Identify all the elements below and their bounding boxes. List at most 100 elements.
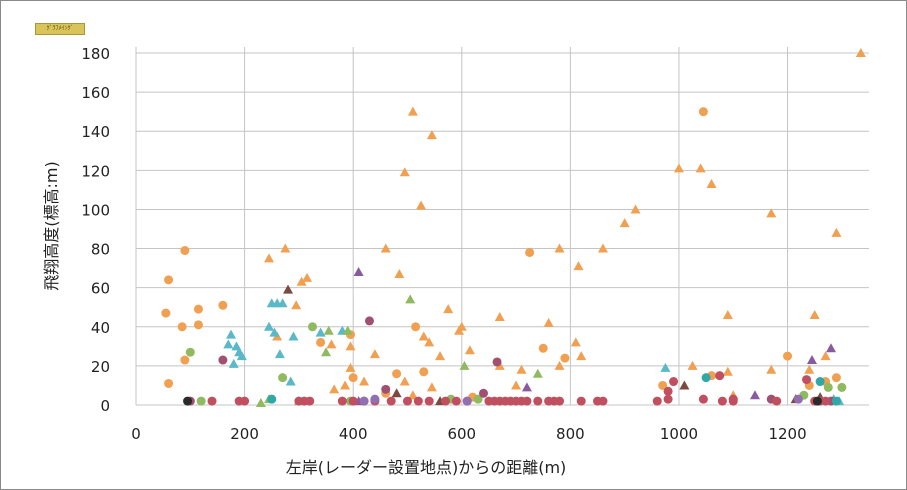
y-tick-label: 80 <box>91 241 110 259</box>
data-point-circle <box>161 308 171 318</box>
data-point-triangle <box>302 272 313 282</box>
y-axis-label: 飛翔高度(標高:m) <box>42 161 61 290</box>
data-point-triangle <box>342 325 353 335</box>
data-point-triangle <box>394 268 405 278</box>
data-point-triangle <box>464 345 475 355</box>
data-point-circle <box>196 396 206 406</box>
data-point-circle <box>533 396 543 406</box>
data-point-triangle <box>435 351 446 361</box>
data-point-triangle <box>554 360 565 370</box>
data-point-triangle <box>359 376 370 386</box>
data-point-triangle <box>687 360 698 370</box>
data-point-circle <box>364 316 374 326</box>
data-point-circle <box>698 107 708 117</box>
x-tick-label: 400 <box>339 425 368 443</box>
data-point-circle <box>316 337 326 347</box>
data-point-circle <box>823 382 833 392</box>
data-point-triangle <box>543 317 554 327</box>
data-point-triangle <box>820 351 831 361</box>
data-point-circle <box>525 247 535 257</box>
data-point-circle <box>658 380 668 390</box>
data-point-circle <box>815 377 825 387</box>
data-point-circle <box>392 369 402 379</box>
y-tick-label: 120 <box>81 162 110 180</box>
data-point-triangle <box>806 355 817 365</box>
data-point-triangle <box>315 327 326 337</box>
data-point-triangle <box>554 243 565 253</box>
data-point-triangle <box>280 243 291 253</box>
data-point-circle <box>359 396 369 406</box>
data-point-circle <box>576 396 586 406</box>
data-point-triangle <box>283 284 294 294</box>
data-point-triangle <box>226 329 237 339</box>
data-point-triangle <box>223 339 234 349</box>
data-point-triangle <box>426 130 437 140</box>
data-point-triangle <box>511 380 522 390</box>
data-point-circle <box>492 357 502 367</box>
data-point-circle <box>478 388 488 398</box>
data-point-triangle <box>619 218 630 228</box>
data-point-triangle <box>673 163 684 173</box>
x-tick-label: 1200 <box>768 425 806 443</box>
data-point-triangle <box>494 312 505 321</box>
data-point-triangle <box>722 310 733 320</box>
data-point-circle <box>793 394 803 404</box>
data-point-triangle <box>804 364 815 374</box>
point-layer <box>161 48 866 408</box>
data-point-circle <box>218 355 228 365</box>
data-point-triangle <box>264 321 275 331</box>
data-point-triangle <box>573 261 584 271</box>
data-point-triangle <box>809 310 820 320</box>
data-point-circle <box>164 378 174 388</box>
data-point-circle <box>715 371 725 381</box>
data-point-circle <box>180 246 190 256</box>
data-point-triangle <box>426 382 437 392</box>
data-point-circle <box>337 396 347 406</box>
data-point-circle <box>831 396 841 406</box>
data-point-triangle <box>291 300 302 310</box>
x-tick-label: 1000 <box>660 425 698 443</box>
x-tick-label: 800 <box>556 425 585 443</box>
y-tick-label: 180 <box>81 45 110 63</box>
data-point-circle <box>193 304 203 314</box>
data-point-circle <box>411 322 421 332</box>
data-point-circle <box>821 396 831 406</box>
x-axis-label: 左岸(レーダー設置地点)からの距離(m) <box>286 458 567 477</box>
x-tick-label: 600 <box>447 425 476 443</box>
data-point-circle <box>348 373 358 383</box>
data-point-circle <box>598 396 608 406</box>
data-point-triangle <box>722 366 733 376</box>
data-point-circle <box>370 394 380 404</box>
data-point-circle <box>652 396 662 406</box>
data-point-circle <box>555 396 565 406</box>
data-point-triangle <box>274 349 285 359</box>
data-point-circle <box>560 353 570 363</box>
data-point-triangle <box>399 376 410 386</box>
data-point-circle <box>278 373 288 383</box>
data-point-triangle <box>407 106 418 116</box>
y-tick-label: 0 <box>100 397 110 415</box>
data-point-circle <box>837 382 847 392</box>
data-point-triangle <box>831 227 842 237</box>
data-point-circle <box>386 396 396 406</box>
data-point-triangle <box>855 48 866 57</box>
data-point-triangle <box>236 351 247 361</box>
data-point-circle <box>440 396 450 406</box>
data-point-circle <box>424 396 434 406</box>
data-point-circle <box>663 386 673 396</box>
y-tick-label: 100 <box>81 201 110 219</box>
data-point-circle <box>669 377 679 387</box>
data-point-circle <box>164 275 174 285</box>
data-point-triangle <box>329 384 340 394</box>
data-point-circle <box>381 384 391 394</box>
data-point-triangle <box>679 380 690 390</box>
data-point-triangle <box>443 304 454 314</box>
data-point-circle <box>307 322 317 332</box>
data-point-triangle <box>326 339 337 349</box>
data-point-triangle <box>749 390 760 400</box>
data-point-triangle <box>277 298 288 308</box>
data-point-circle <box>462 396 472 406</box>
data-point-circle <box>185 347 195 357</box>
y-tick-label: 160 <box>81 84 110 102</box>
